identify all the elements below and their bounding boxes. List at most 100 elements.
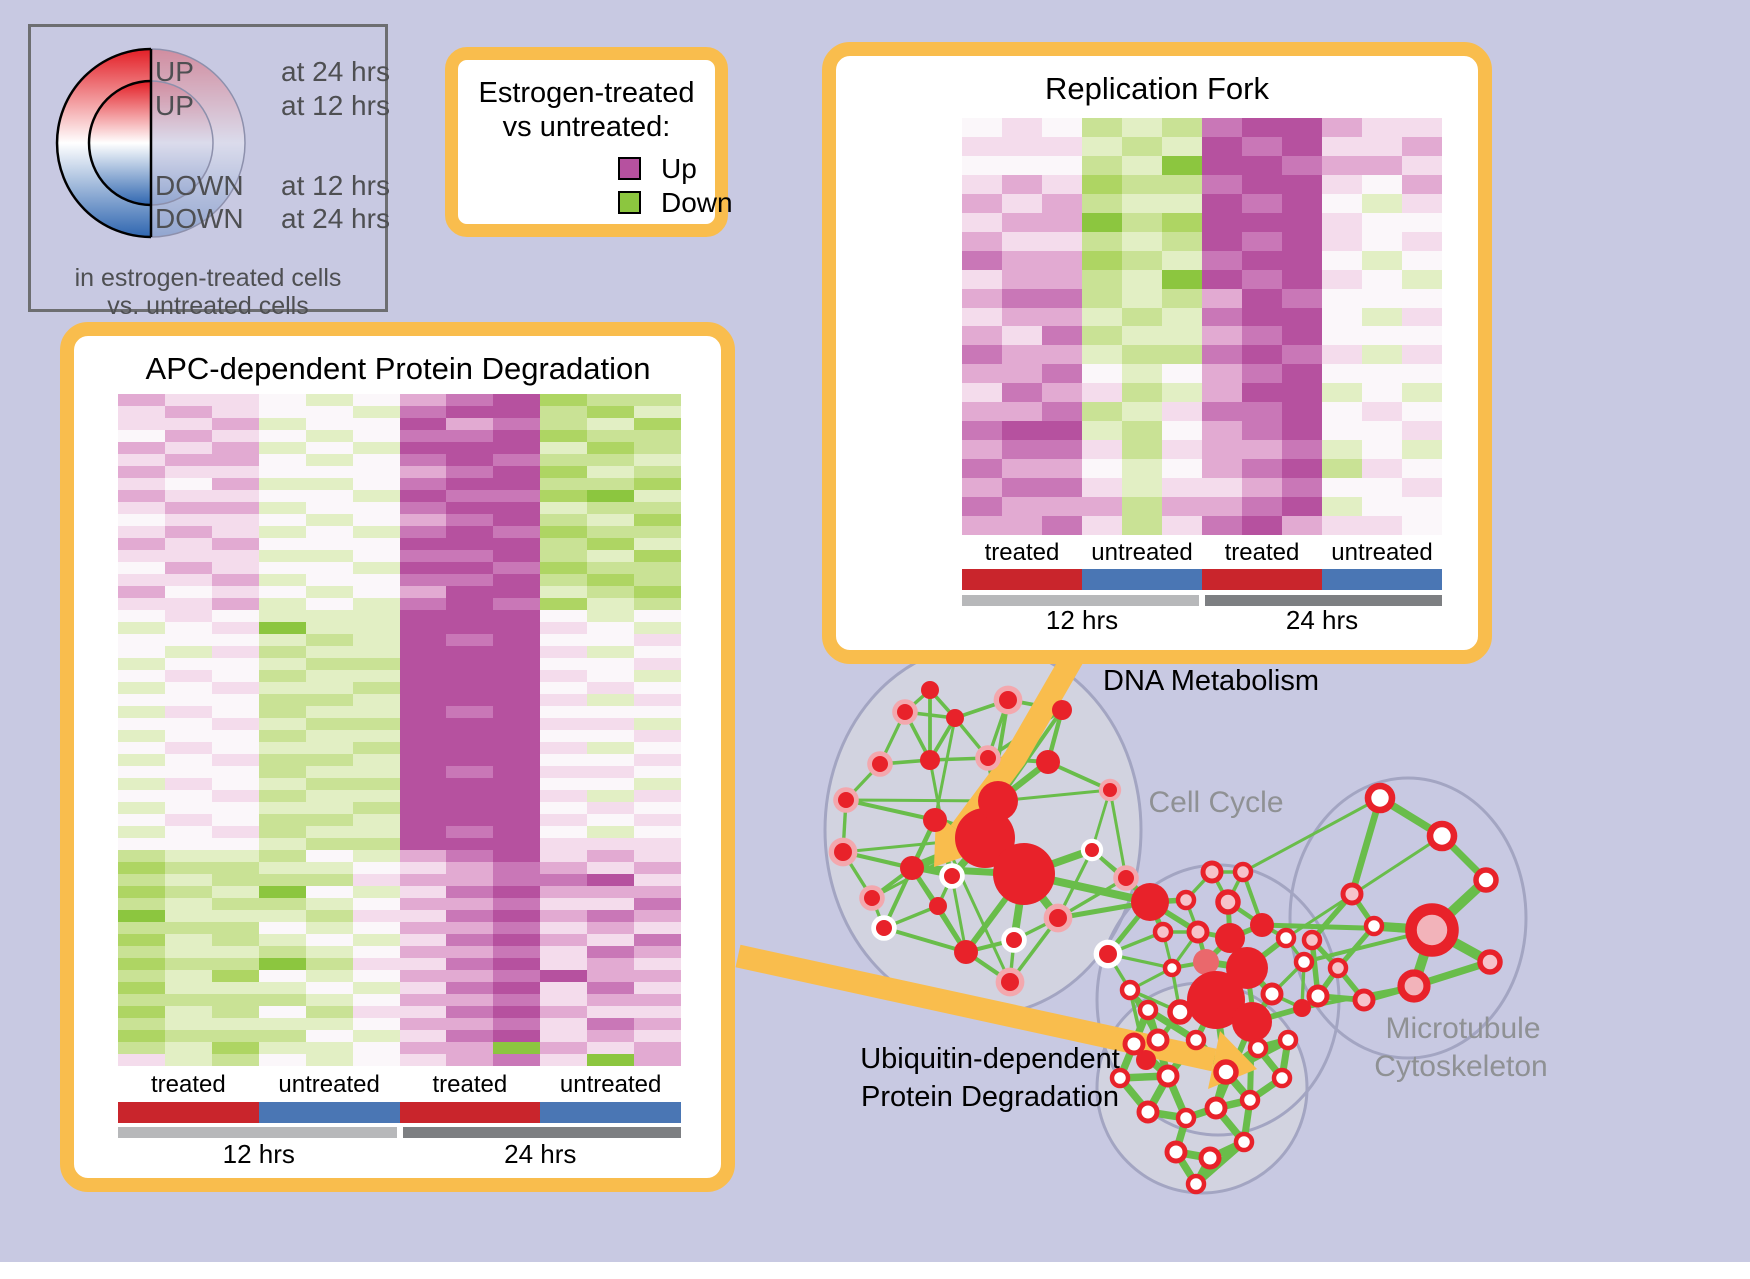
network-node [1275, 927, 1297, 949]
replication-fork-title: Replication Fork [1045, 71, 1269, 106]
network-node [1260, 982, 1284, 1006]
rf-column-group-label: untreated [1091, 539, 1193, 566]
apc-heatmap-row [118, 922, 682, 934]
estrogen-legend-title-line2: vs untreated: [502, 111, 671, 143]
network-node [1185, 1173, 1207, 1195]
rf-heatmap-row [962, 155, 1442, 175]
rf-untreated-bar [1322, 569, 1442, 590]
apc-heatmap-row [118, 1054, 682, 1066]
network-node [1137, 999, 1159, 1021]
rf-heatmap-row [962, 288, 1442, 308]
rf-treated-bar [1202, 569, 1322, 590]
network-node [1306, 984, 1330, 1008]
network-node [1193, 949, 1219, 975]
network-node [1340, 882, 1364, 906]
network-edge [1261, 922, 1433, 933]
network-node [1085, 843, 1099, 857]
network-node [946, 709, 964, 727]
network-edge [1348, 797, 1384, 895]
ring-caption-line1: in estrogen-treated cells [74, 264, 342, 292]
network-node [955, 808, 1015, 868]
network-node [1099, 945, 1117, 963]
estrogen-legend-title-line1: Estrogen-treated [478, 77, 695, 109]
ring-label-down-outer: DOWN [155, 203, 244, 234]
network-node [1233, 1131, 1255, 1153]
network-node [1175, 1107, 1197, 1129]
ring-label-up-outer: UP [155, 56, 194, 87]
apc-heatmap-row [118, 562, 682, 574]
network-node [864, 890, 880, 906]
network-node [1187, 971, 1245, 1029]
network-node [1185, 1029, 1207, 1051]
ubiquitin-label-line2: Protein Degradation [861, 1081, 1119, 1113]
apc-heatmap-row [118, 1006, 682, 1018]
rf-heatmap-row [962, 250, 1442, 270]
arrow-replication-fork-to-dna [950, 634, 1093, 839]
rf-time-label: 24 hrs [1285, 605, 1359, 635]
ring-time-24-outer: at 24 hrs [281, 56, 390, 87]
apc-heatmap-row [118, 754, 682, 766]
rf-column-group-label: treated [984, 539, 1060, 566]
apc-heatmap-row [118, 934, 682, 946]
apc-untreated-bar [258, 1102, 400, 1123]
apc-heatmap-row [118, 742, 682, 754]
apc-column-group-label: untreated [559, 1071, 662, 1098]
apc-heatmap-row [118, 958, 682, 970]
network-node [1271, 1067, 1293, 1089]
down-label: Down [661, 187, 733, 218]
apc-12hrs-bar [118, 1127, 397, 1138]
network-node [1049, 909, 1067, 927]
network-edge [1285, 834, 1443, 940]
network-node [1200, 860, 1224, 884]
apc-heatmap-row [118, 946, 682, 958]
network-edge [845, 798, 936, 822]
apc-treated-bar [118, 1102, 259, 1123]
network-node [920, 750, 940, 770]
network-node [1397, 969, 1431, 1003]
apc-column-group-label: treated [151, 1071, 226, 1098]
network-node [1052, 700, 1072, 720]
apc-heatmap-row [118, 682, 682, 694]
network-node [1198, 1146, 1222, 1170]
cluster-circle-mt [1288, 776, 1528, 1060]
apc-heatmap-row [118, 406, 682, 418]
network-node [1477, 949, 1503, 975]
rf-heatmap-row [962, 402, 1442, 422]
network-edge [883, 926, 967, 954]
apc-heatmap-row [118, 730, 682, 742]
network-node [1301, 929, 1323, 951]
network-node [1136, 1050, 1156, 1070]
rf-heatmap-row [962, 440, 1442, 460]
network-node [929, 897, 947, 915]
apc-heatmap-row [118, 802, 682, 814]
rf-24hrs-bar [1205, 595, 1442, 606]
network-node [1001, 973, 1019, 991]
rf-heatmap-row [962, 136, 1442, 156]
apc-heatmap-row [118, 418, 682, 430]
apc-time-label: 12 hrs [222, 1139, 295, 1169]
network-node [1363, 915, 1385, 937]
expression-ring-legend-box: UP at 24 hrs UP at 12 hrs DOWN at 12 hrs… [28, 24, 390, 320]
up-color-swatch [618, 157, 641, 180]
apc-heatmap-row [118, 994, 682, 1006]
network-node [1364, 782, 1396, 814]
apc-heatmap-row [118, 610, 682, 622]
network-node [1146, 1028, 1170, 1052]
apc-heatmap-row [118, 394, 682, 406]
apc-heatmap-row [118, 814, 682, 826]
apc-heatmap-row [118, 694, 682, 706]
network-node [876, 920, 892, 936]
network-node [978, 781, 1018, 821]
network-node [1426, 820, 1458, 852]
apc-title: APC-dependent Protein Degradation [145, 351, 651, 386]
network-node [1327, 957, 1349, 979]
network-edge [1108, 789, 1128, 879]
expression-ring-icon [55, 47, 246, 239]
network-node [872, 756, 888, 772]
rf-heatmap-row [962, 118, 1442, 137]
rf-heatmap-row [962, 459, 1442, 479]
apc-heatmap-row [118, 502, 682, 514]
network-node [1103, 783, 1117, 797]
network-node [897, 704, 913, 720]
